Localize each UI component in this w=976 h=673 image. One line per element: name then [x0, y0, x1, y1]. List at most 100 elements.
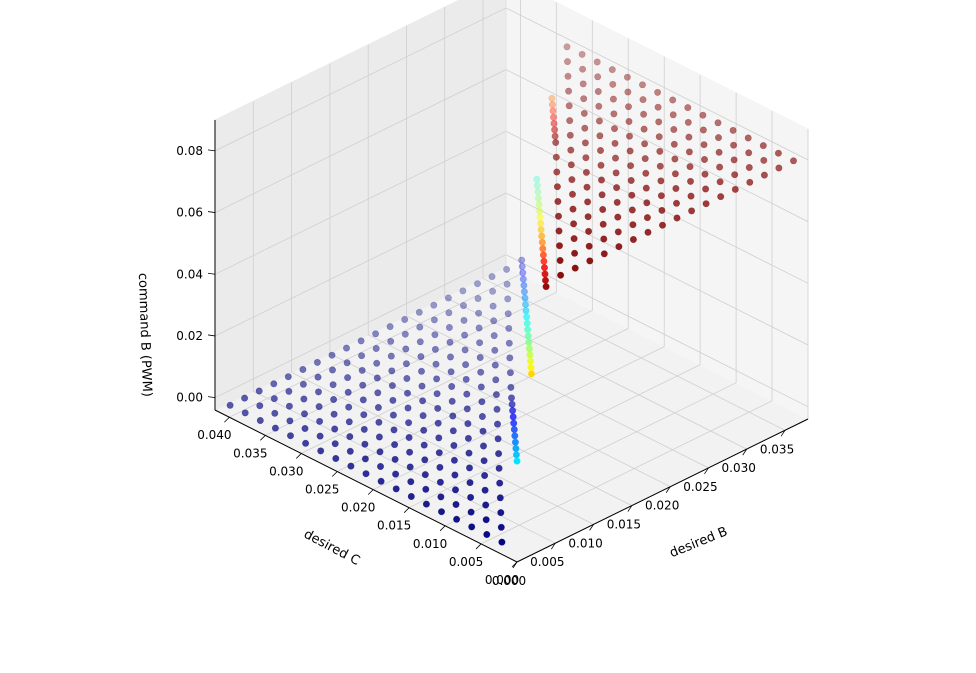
gridline-x: [367, 44, 671, 488]
data-point: [490, 317, 498, 325]
data-point: [449, 427, 457, 435]
data-point: [406, 463, 414, 471]
data-point: [759, 142, 767, 150]
x-tick: [589, 524, 594, 531]
data-point: [448, 397, 456, 405]
data-point: [579, 65, 587, 73]
data-point: [436, 478, 444, 486]
data-point: [564, 72, 572, 80]
data-point: [714, 119, 722, 127]
data-point: [657, 177, 665, 185]
data-point: [387, 337, 395, 345]
data-point: [509, 413, 517, 421]
data-point: [527, 363, 535, 371]
y-axis-label: desired C: [301, 527, 362, 569]
x-tick-label: 0.005: [530, 555, 564, 569]
data-point: [271, 409, 279, 417]
data-point: [567, 161, 575, 169]
data-point: [481, 486, 489, 494]
data-point: [406, 448, 414, 456]
data-point: [701, 170, 709, 178]
data-point: [433, 375, 441, 383]
data-point: [628, 191, 636, 199]
data-point: [533, 182, 541, 190]
data-point: [774, 149, 782, 157]
data-point: [331, 440, 339, 448]
data-point: [568, 176, 576, 184]
data-point: [594, 73, 602, 81]
data-point: [555, 242, 563, 250]
data-point: [702, 185, 710, 193]
data-point: [521, 294, 529, 302]
data-point: [566, 131, 574, 139]
data-point: [542, 283, 550, 291]
data-point: [317, 447, 325, 455]
data-point: [507, 394, 515, 402]
data-point: [388, 367, 396, 375]
data-point: [462, 361, 470, 369]
data-point: [615, 243, 623, 251]
data-point: [522, 307, 530, 315]
data-point: [686, 177, 694, 185]
data-point: [731, 171, 739, 179]
data-point: [328, 366, 336, 374]
data-point: [489, 287, 497, 295]
data-point: [316, 417, 324, 425]
data-point: [525, 338, 533, 346]
data-point: [388, 382, 396, 390]
data-point: [570, 220, 578, 228]
data-point: [387, 352, 395, 360]
data-point: [729, 126, 737, 134]
data-point: [643, 199, 651, 207]
data-point: [556, 256, 564, 264]
data-point: [415, 308, 423, 316]
data-point: [402, 360, 410, 368]
data-point: [466, 479, 474, 487]
data-point: [539, 245, 547, 253]
data-point: [685, 148, 693, 156]
data-point: [670, 140, 678, 148]
data-point: [491, 346, 499, 354]
data-point: [638, 81, 646, 89]
data-point: [256, 416, 264, 424]
data-point: [389, 411, 397, 419]
data-point: [285, 387, 293, 395]
data-point: [451, 471, 459, 479]
data-point: [345, 418, 353, 426]
data-points: [226, 43, 797, 546]
y-tick: [475, 543, 482, 550]
data-point: [614, 228, 622, 236]
data-point: [361, 455, 369, 463]
data-point: [372, 330, 380, 338]
data-point: [467, 508, 475, 516]
data-point: [479, 442, 487, 450]
data-point: [684, 104, 692, 112]
data-point: [624, 88, 632, 96]
data-point: [417, 353, 425, 361]
data-point: [374, 403, 382, 411]
data-point: [520, 281, 528, 289]
data-point: [523, 313, 531, 321]
gridline-y: [229, 0, 521, 418]
data-point: [403, 389, 411, 397]
data-point: [376, 462, 384, 470]
data-point: [467, 493, 475, 501]
data-point: [329, 381, 337, 389]
data-point: [567, 146, 575, 154]
data-point: [669, 111, 677, 119]
data-point: [518, 256, 526, 264]
data-point: [434, 404, 442, 412]
data-point: [445, 309, 453, 317]
data-point: [496, 494, 504, 502]
gridline-y: [301, 20, 593, 454]
data-point: [433, 390, 441, 398]
data-point: [570, 235, 578, 243]
data-point: [639, 96, 647, 104]
data-point: [511, 432, 519, 440]
data-point: [671, 170, 679, 178]
data-point: [745, 164, 753, 172]
data-point: [745, 149, 753, 157]
data-point: [655, 118, 663, 126]
data-point: [629, 236, 637, 244]
data-point: [654, 103, 662, 111]
